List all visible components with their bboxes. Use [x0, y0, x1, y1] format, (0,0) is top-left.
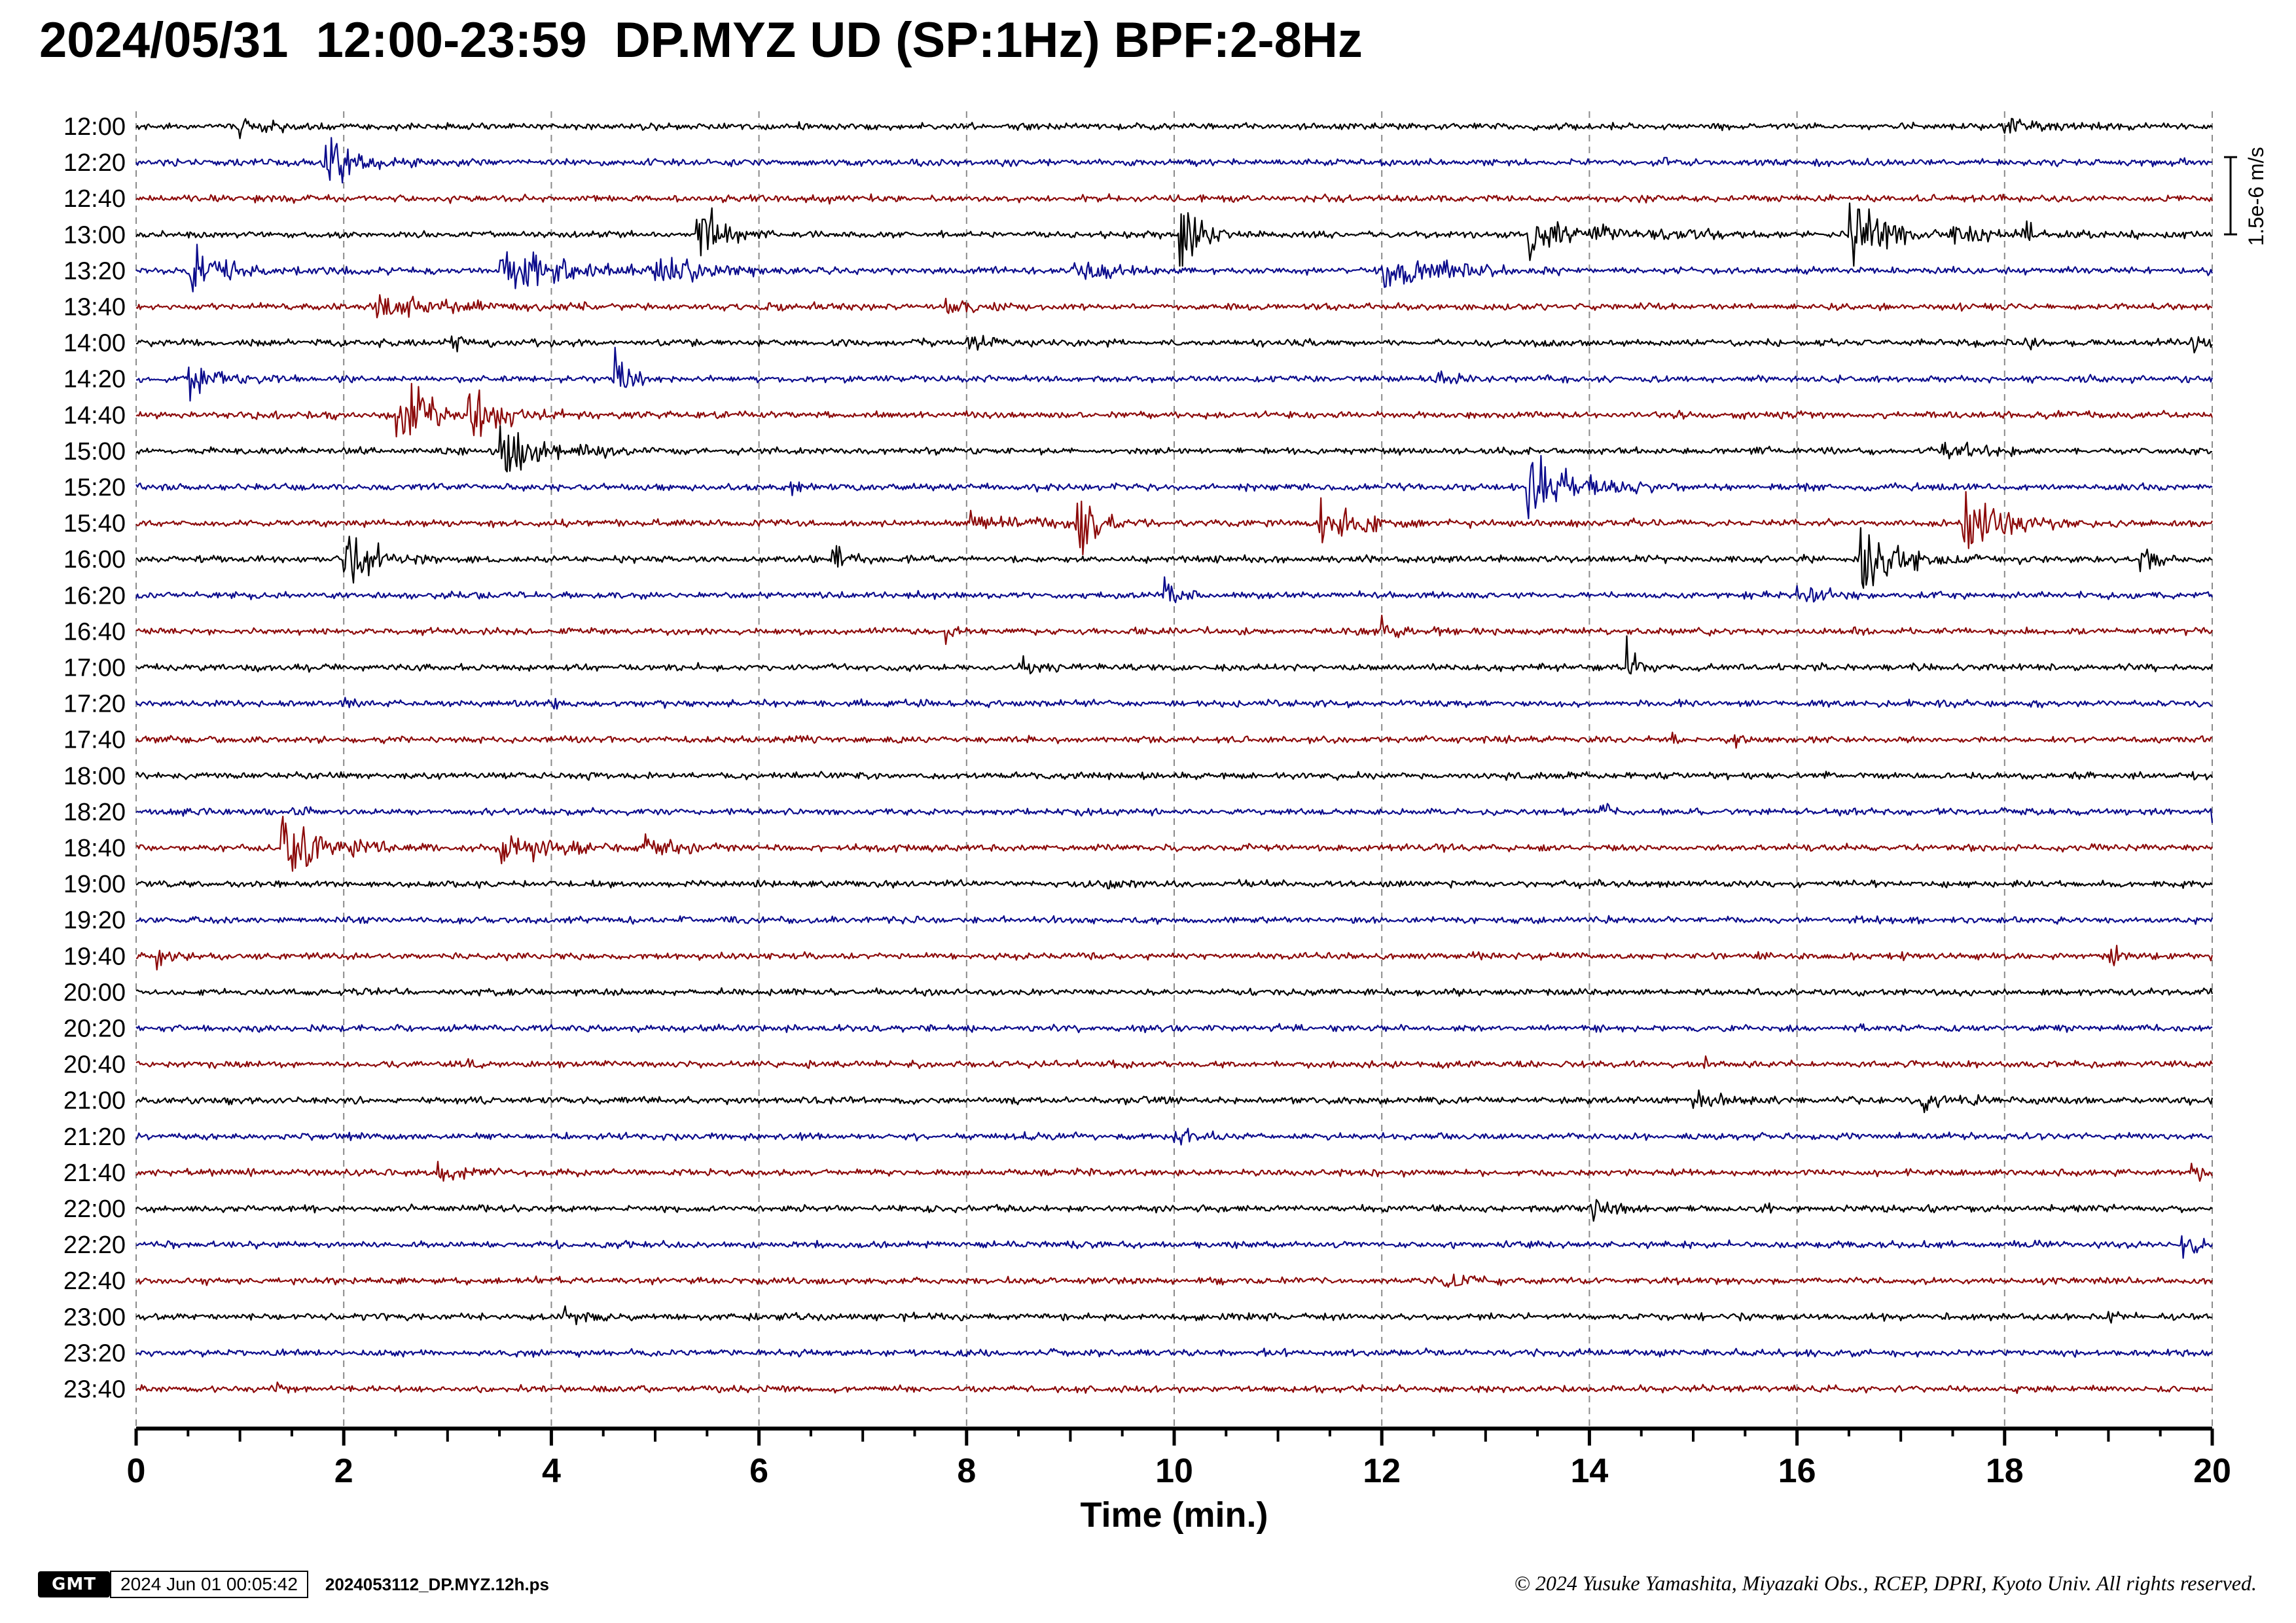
row-label: 15:00 — [63, 438, 126, 465]
row-label: 18:40 — [63, 835, 126, 862]
trace-2140 — [135, 1161, 2213, 1182]
row-label: 22:20 — [63, 1231, 126, 1259]
row-label: 13:20 — [63, 257, 126, 285]
trace-1840 — [135, 815, 2213, 872]
x-tick-label: 16 — [1778, 1452, 1816, 1490]
copyright-notice: © 2024 Yusuke Yamashita, Miyazaki Obs., … — [1514, 1571, 2257, 1595]
x-tick-label: 4 — [542, 1452, 561, 1490]
trace-layer — [135, 118, 2214, 1395]
x-tick-label: 0 — [127, 1452, 146, 1490]
trace-1540 — [135, 491, 2213, 556]
row-label: 12:20 — [63, 149, 126, 177]
row-label: 19:20 — [63, 907, 126, 934]
row-label: 19:00 — [63, 871, 126, 898]
trace-1220 — [135, 137, 2212, 184]
trace-2220 — [135, 1235, 2213, 1259]
trace-1620 — [135, 576, 2213, 604]
row-label: 16:00 — [63, 546, 126, 574]
ps-filename: 2024053112_DP.MYZ.12h.ps — [325, 1574, 550, 1594]
row-label: 14:00 — [63, 330, 126, 357]
x-tick-label: 12 — [1363, 1452, 1401, 1490]
row-label: 23:20 — [63, 1340, 126, 1367]
row-label: 15:40 — [63, 510, 126, 538]
row-label: 17:20 — [63, 691, 126, 718]
scale-bar: 1.5e-6 m/s — [2224, 147, 2268, 246]
row-label: 18:20 — [63, 799, 126, 826]
chart-title: 2024/05/31 12:00-23:59 DP.MYZ UD (SP:1Hz… — [39, 12, 1363, 68]
row-label: 19:40 — [63, 943, 126, 970]
x-tick-label: 20 — [2193, 1452, 2231, 1490]
row-label: 13:40 — [63, 294, 126, 321]
trace-1940 — [135, 945, 2214, 971]
trace-2000 — [135, 987, 2214, 997]
trace-2120 — [135, 1127, 2213, 1146]
row-label: 18:00 — [63, 763, 126, 790]
row-labels: 12:00 12:20 12:40 13:00 13:20 13:40 14:00 14:20… — [63, 113, 126, 1404]
x-axis: 0 2 4 6 8 10 12 14 16 18 20 Time (min.) — [127, 1427, 2231, 1535]
footer-left: GMT 2024 Jun 01 00:05:42 2024053112_DP.M… — [38, 1570, 549, 1599]
row-label: 13:00 — [63, 221, 126, 249]
x-axis-label: Time (min.) — [1080, 1495, 1268, 1535]
x-tick-label: 6 — [749, 1452, 768, 1490]
row-label: 21:00 — [63, 1087, 126, 1115]
grid-lines — [135, 111, 2213, 1429]
row-label: 14:20 — [63, 366, 126, 393]
row-label: 22:40 — [63, 1267, 126, 1295]
row-label: 17:00 — [63, 655, 126, 682]
trace-2240 — [136, 1273, 2213, 1288]
trace-1740 — [135, 731, 2213, 749]
trace-1500 — [135, 425, 2213, 473]
row-label: 15:20 — [63, 474, 126, 501]
row-label: 23:00 — [63, 1304, 126, 1331]
row-label: 14:40 — [63, 402, 126, 429]
trace-1520 — [135, 454, 2213, 520]
trace-1300 — [135, 202, 2213, 267]
trace-1720 — [135, 697, 2213, 710]
row-label: 16:40 — [63, 618, 126, 646]
row-label: 16:20 — [63, 582, 126, 610]
trace-1700 — [135, 635, 2214, 675]
row-label: 12:00 — [63, 113, 126, 141]
x-tick-label: 8 — [957, 1452, 976, 1490]
trace-2300 — [135, 1305, 2213, 1326]
x-tick-label: 14 — [1570, 1452, 1608, 1490]
row-label: 21:40 — [63, 1159, 126, 1187]
trace-1800 — [135, 771, 2213, 781]
trace-1240 — [135, 193, 2214, 205]
row-label: 20:20 — [63, 1015, 126, 1043]
trace-2320 — [135, 1347, 2213, 1358]
trace-2100 — [135, 1089, 2214, 1114]
trace-1600 — [135, 527, 2213, 589]
trace-1820 — [135, 803, 2214, 824]
row-label: 20:40 — [63, 1051, 126, 1079]
trace-1340 — [135, 294, 2213, 319]
row-label: 20:00 — [63, 979, 126, 1006]
trace-1420 — [135, 346, 2214, 402]
trace-2200 — [135, 1199, 2213, 1222]
trace-2020 — [135, 1023, 2213, 1034]
trace-2340 — [135, 1381, 2213, 1395]
trace-1640 — [135, 614, 2213, 646]
scale-bar-label: 1.5e-6 m/s — [2244, 147, 2268, 246]
row-label: 21:20 — [63, 1123, 126, 1151]
row-label: 22:00 — [63, 1195, 126, 1223]
x-tick-label: 18 — [1986, 1452, 2024, 1490]
trace-1400 — [135, 335, 2213, 354]
row-label: 12:40 — [63, 185, 126, 213]
x-tick-label: 2 — [334, 1452, 353, 1490]
row-label: 23:40 — [63, 1376, 126, 1404]
trace-1320 — [135, 244, 2214, 293]
gmt-timestamp: 2024 Jun 01 00:05:42 — [110, 1571, 308, 1598]
seismogram-plot: 12:00 12:20 12:40 13:00 13:20 13:40 14:00 14:20… — [63, 111, 2268, 1535]
trace-1200 — [135, 118, 2213, 139]
trace-2040 — [135, 1055, 2213, 1069]
x-tick-label: 10 — [1155, 1452, 1193, 1490]
gmt-logo: GMT — [38, 1571, 110, 1597]
trace-1900 — [135, 879, 2213, 890]
trace-1440 — [135, 382, 2214, 438]
trace-1920 — [135, 915, 2214, 925]
row-label: 17:40 — [63, 727, 126, 754]
